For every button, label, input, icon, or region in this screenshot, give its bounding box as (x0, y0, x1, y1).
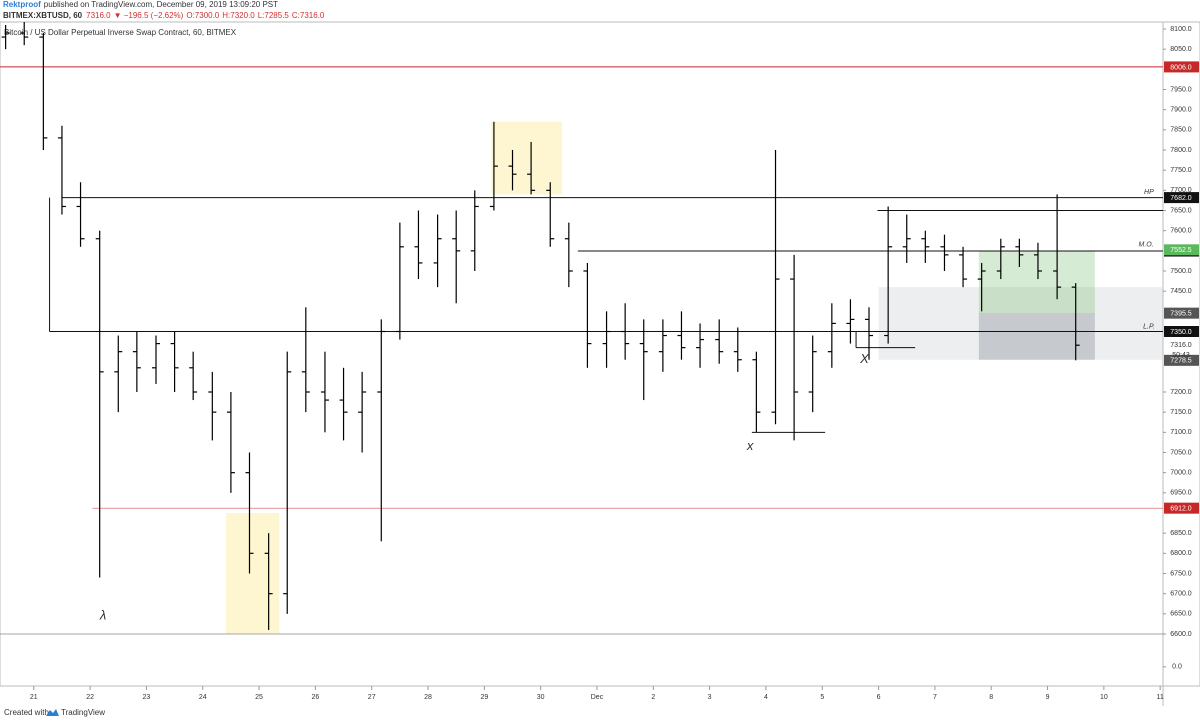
zone (225, 513, 280, 634)
y-tick-label: 7800.0 (1170, 147, 1192, 154)
y-tick-label: 6750.0 (1170, 570, 1192, 577)
zone (878, 287, 1163, 360)
price-badge-label: 7350.0 (1170, 329, 1192, 336)
last-price: 7316.0 (86, 11, 111, 20)
annotation: λ (99, 607, 106, 622)
x-tick-label: 21 (30, 694, 38, 701)
annotation: x (746, 438, 754, 453)
x-tick-label: 23 (143, 694, 151, 701)
footer: Created with TradingView (4, 708, 105, 717)
y-tick-label: 7700.0 (1170, 187, 1192, 194)
x-tick-label: 3 (708, 694, 712, 701)
x-tick-label: 24 (199, 694, 207, 701)
published: published on TradingView.com, December 0… (44, 0, 278, 9)
price-badge (1164, 244, 1199, 256)
y-tick-label: 7600.0 (1170, 228, 1192, 235)
price-badge-label: 8006.0 (1170, 64, 1192, 71)
plot-area (0, 22, 1163, 634)
x-tick-label: 27 (368, 694, 376, 701)
y-tick-label: 6600.0 (1170, 631, 1192, 638)
x-tick-label: 10 (1100, 694, 1108, 701)
price-badge-label: 7682.0 (1170, 195, 1192, 202)
y-tick-label: 7050.0 (1170, 449, 1192, 456)
x-tick-label: 26 (311, 694, 319, 701)
footer-created: Created with (4, 708, 49, 717)
y-tick-label: 6650.0 (1170, 611, 1192, 618)
price-badge (1164, 192, 1199, 204)
y-tick-label: 6700.0 (1170, 591, 1192, 598)
header-line: Rektproof published on TradingView.com, D… (3, 0, 278, 9)
price-badge-label: 7395.5 (1170, 310, 1192, 317)
change: ▼ −196.5 (−2.62%) (114, 11, 184, 20)
y-tick-label: 7100.0 (1170, 429, 1192, 436)
x-tick-label: 30 (537, 694, 545, 701)
y-tick-label: 8050.0 (1170, 46, 1192, 53)
y-tick-label: 7500.0 (1170, 268, 1192, 275)
sub-y-tick-label: 0.0 (1172, 664, 1182, 671)
footer-brand: TradingView (61, 708, 105, 717)
price-badge-label: 7552.5 (1170, 247, 1192, 254)
y-tick-label: 8100.0 (1170, 26, 1192, 33)
high: H:7320.0 (222, 11, 255, 20)
author: Rektproof (3, 0, 41, 9)
price-badge (1164, 502, 1199, 514)
y-tick-label: 7850.0 (1170, 127, 1192, 134)
x-tick-label: Dec (591, 694, 604, 701)
tv-logo (46, 709, 59, 716)
annotation: L.P. (1143, 324, 1155, 331)
annotation: M.O. (1139, 242, 1154, 249)
y-tick-label: 7900.0 (1170, 107, 1192, 114)
last-price-label: 7316.0 (1170, 342, 1192, 349)
y-tick-label: 6950.0 (1170, 490, 1192, 497)
y-tick-label: 7750.0 (1170, 167, 1192, 174)
price-badge (1164, 61, 1199, 73)
countdown: 50:43 (1172, 352, 1190, 359)
x-tick-label: 25 (255, 694, 263, 701)
chart-title: Bitcoin / US Dollar Perpetual Inverse Sw… (4, 28, 237, 37)
x-tick-label: 5 (820, 694, 824, 701)
y-tick-label: 7200.0 (1170, 389, 1192, 396)
y-tick-label: 6850.0 (1170, 530, 1192, 537)
y-tick-label: 6800.0 (1170, 550, 1192, 557)
price-badge (1164, 307, 1199, 319)
zone (978, 312, 1095, 360)
zone (978, 250, 1095, 313)
y-tick-label: 7450.0 (1170, 288, 1192, 295)
x-tick-label: 22 (86, 694, 94, 701)
zone (491, 121, 563, 195)
symbol-line: BITMEX:XBTUSD, 60 7316.0 ▼ −196.5 (−2.62%)… (3, 11, 325, 20)
close: C:7316.0 (292, 11, 325, 20)
x-tick-label: 7 (933, 694, 937, 701)
x-tick-label: 6 (877, 694, 881, 701)
annotation: HP (1144, 189, 1154, 196)
y-tick-label: 7950.0 (1170, 86, 1192, 93)
annotation: X (859, 351, 870, 366)
x-tick-label: 11 (1157, 694, 1164, 701)
x-tick-label: 28 (424, 694, 432, 701)
y-tick-label: 7150.0 (1170, 409, 1192, 416)
price-badge-label: 6912.0 (1170, 506, 1192, 513)
price-badge (1164, 326, 1199, 337)
symbol: BITMEX:XBTUSD, 60 (3, 11, 83, 20)
x-tick-label: 2 (651, 694, 655, 701)
y-tick-label: 7000.0 (1170, 470, 1192, 477)
price-badge-label: 7278.5 (1170, 358, 1192, 365)
x-tick-label: 29 (480, 694, 488, 701)
x-tick-label: 4 (764, 694, 768, 701)
y-tick-label: 7650.0 (1170, 207, 1192, 214)
open: O:7300.0 (186, 11, 219, 20)
x-tick-label: 8 (989, 694, 993, 701)
x-tick-label: 9 (1046, 694, 1050, 701)
price-badge (1164, 354, 1199, 366)
low: L:7285.5 (258, 11, 290, 20)
